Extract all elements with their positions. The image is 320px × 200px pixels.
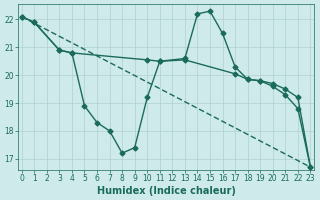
X-axis label: Humidex (Indice chaleur): Humidex (Indice chaleur) <box>97 186 236 196</box>
